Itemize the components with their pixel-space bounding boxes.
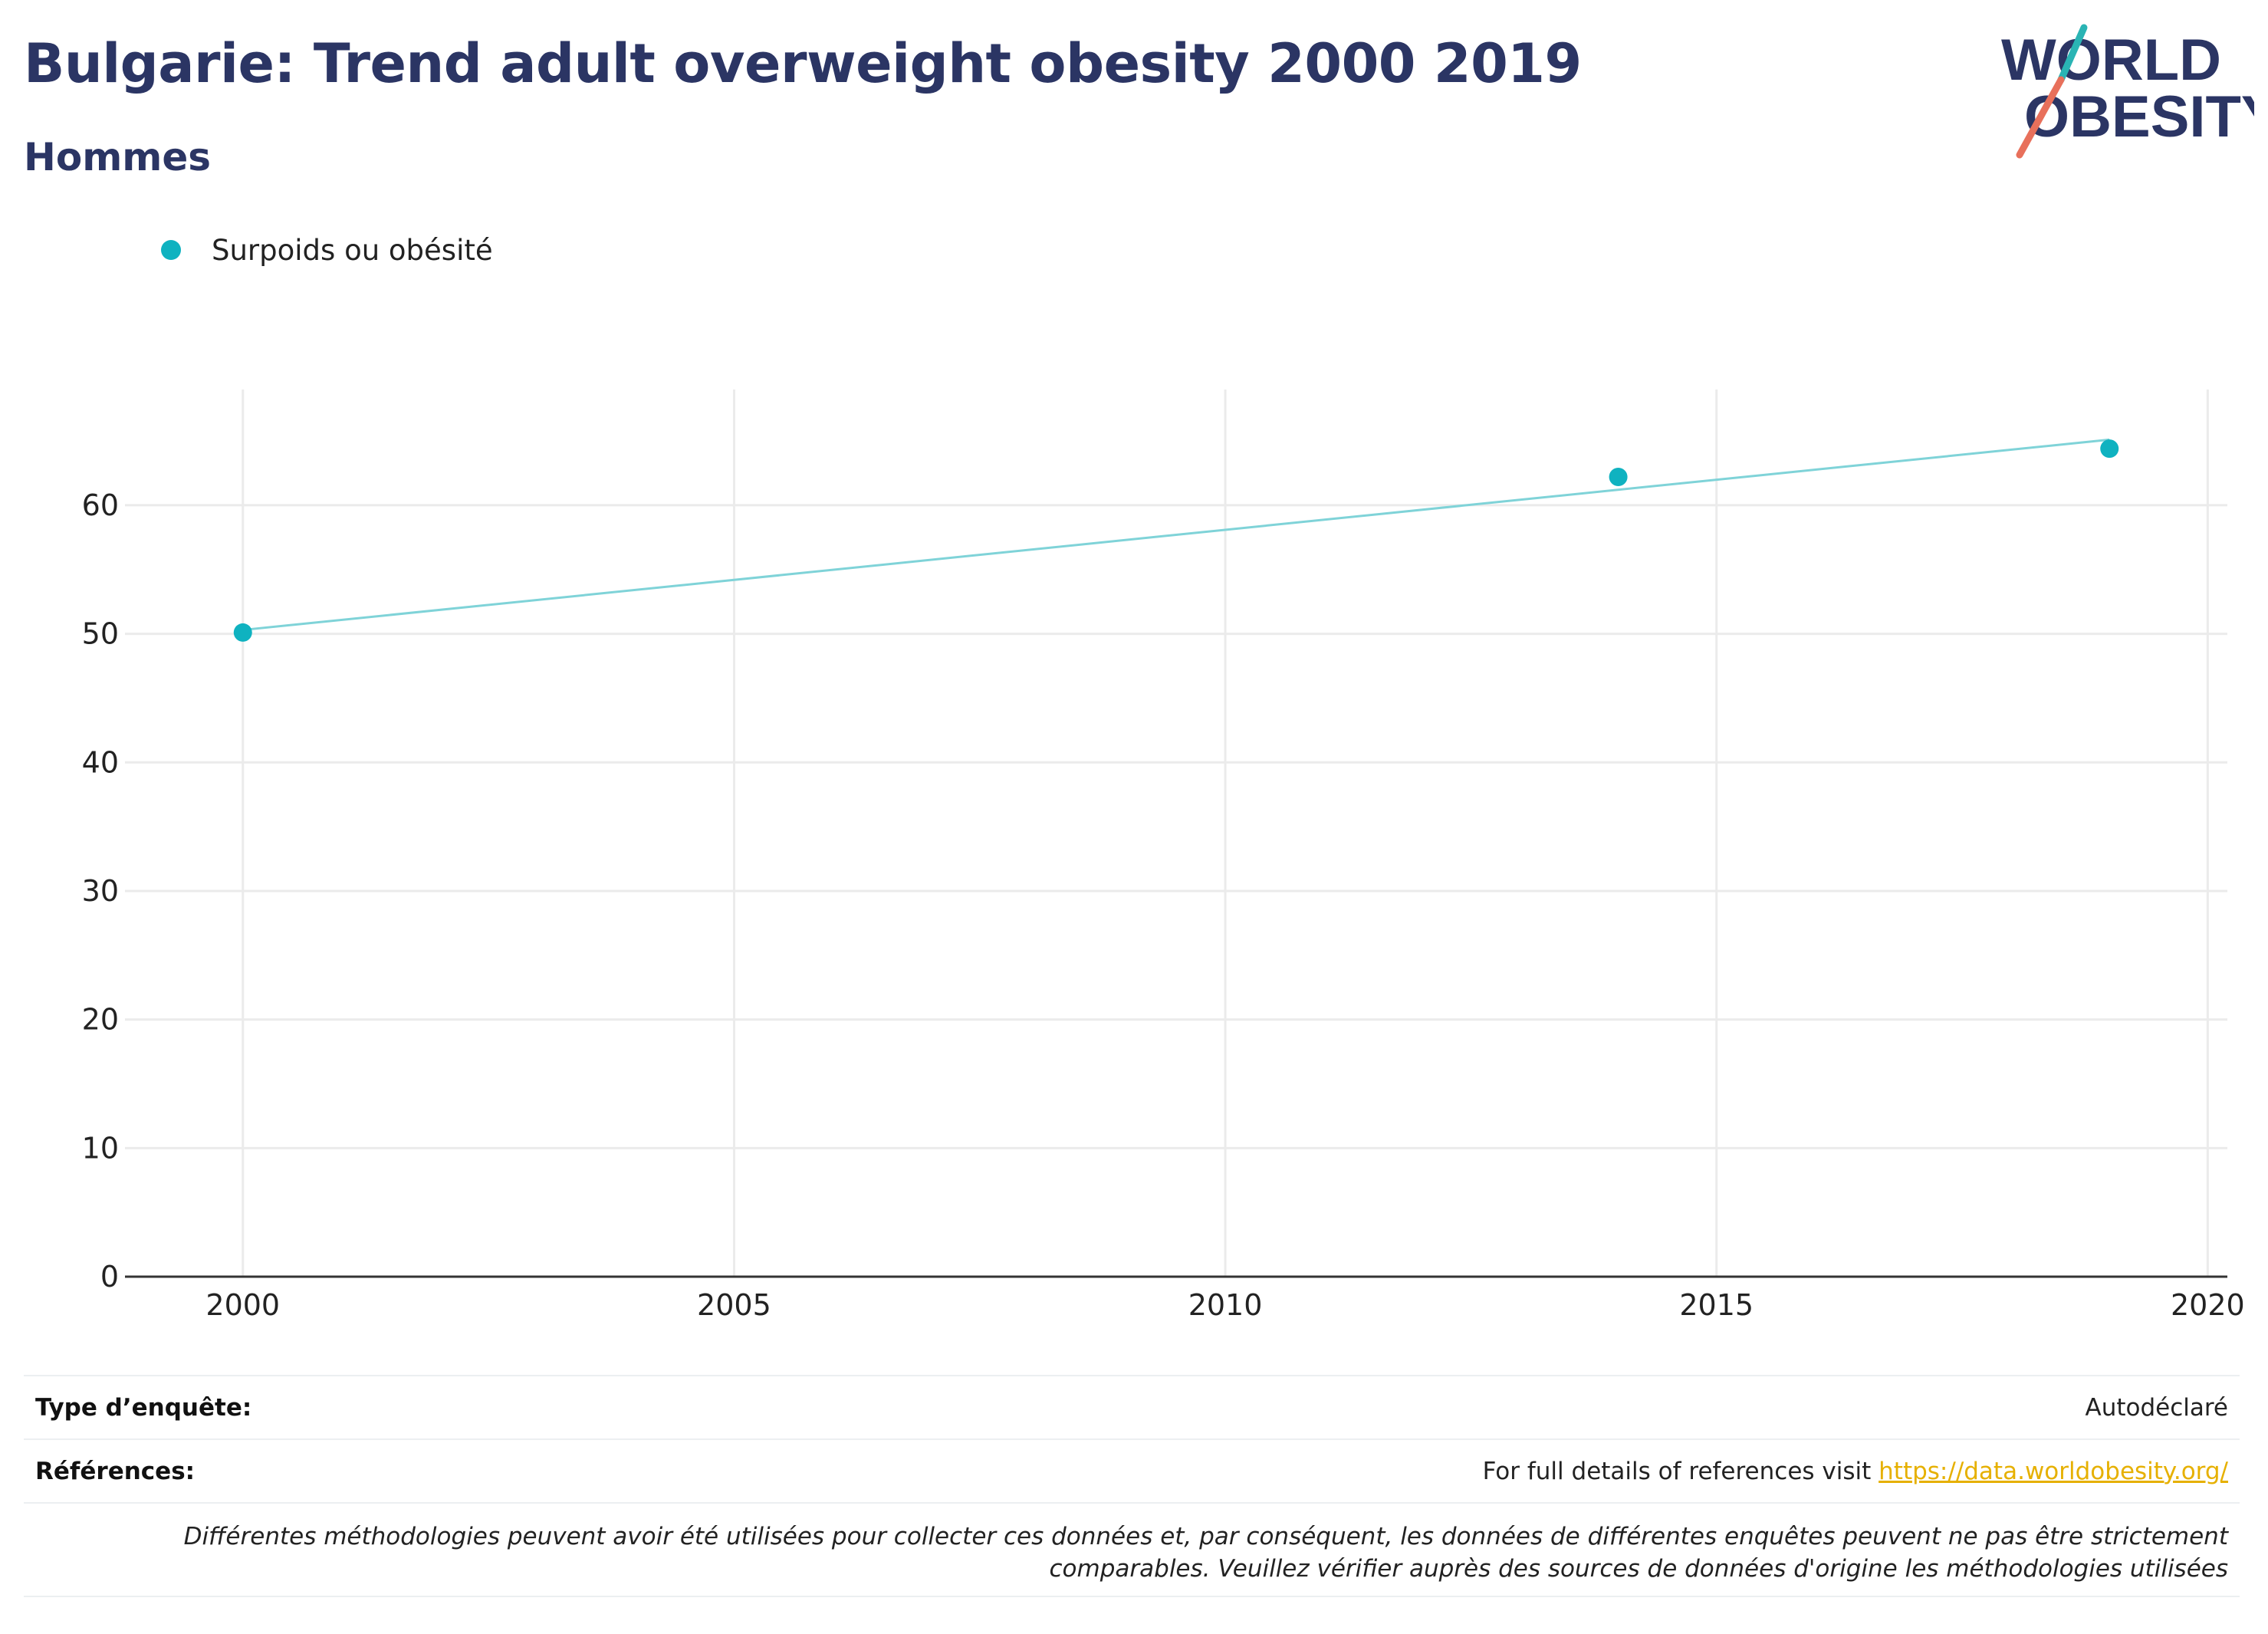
logo-line2: OBESITY: [2024, 84, 2254, 150]
page-subtitle: Hommes: [24, 135, 212, 179]
data-point: [2100, 439, 2119, 459]
references-label: Références:: [35, 1457, 196, 1485]
y-tick-label: 0: [100, 1260, 119, 1294]
x-tick-label: 2005: [697, 1288, 771, 1322]
y-tick-label: 20: [82, 1003, 119, 1037]
y-axis-ticks: 0 10 20 30 40 50 60: [82, 488, 119, 1294]
survey-type-row: Type d’enquête: Autodéclaré: [24, 1375, 2240, 1438]
x-tick-label: 2000: [205, 1288, 280, 1322]
world-obesity-logo: WORLD OBESITY: [2001, 24, 2254, 159]
trendline: [242, 438, 2110, 632]
logo-line1: WORLD: [2001, 28, 2221, 93]
survey-type-value: Autodéclaré: [2085, 1393, 2228, 1422]
legend-label: Surpoids ou obésité: [212, 233, 493, 267]
data-points: [233, 439, 2119, 642]
y-tick-label: 50: [82, 617, 119, 651]
x-tick-label: 2020: [2171, 1288, 2245, 1322]
page-title: Bulgarie: Trend adult overweight obesity…: [24, 32, 1582, 95]
trendline-group: [242, 438, 2110, 632]
methodology-note: Différentes méthodologies peuvent avoir …: [24, 1502, 2240, 1597]
data-point: [233, 623, 252, 642]
references-link[interactable]: https://data.worldobesity.org/: [1878, 1457, 2228, 1485]
y-tick-label: 30: [82, 874, 119, 908]
legend-marker-icon: [161, 240, 181, 260]
y-tick-label: 40: [82, 745, 119, 779]
survey-type-label: Type d’enquête:: [35, 1393, 252, 1422]
chart-legend: Surpoids ou obésité: [161, 230, 493, 270]
logo-slash-red: [2016, 76, 2065, 159]
logo-slash-teal: [2057, 24, 2088, 84]
x-tick-label: 2015: [1679, 1288, 1754, 1322]
references-text: For full details of references visit: [1482, 1457, 1879, 1485]
x-axis-ticks: 2000 2005 2010 2015 2020: [205, 1288, 2244, 1322]
y-tick-label: 10: [82, 1131, 119, 1165]
x-tick-label: 2010: [1188, 1288, 1263, 1322]
references-value: For full details of references visit htt…: [1483, 1458, 2228, 1485]
chart-grid: [125, 390, 2227, 1277]
references-row: Références: For full details of referenc…: [24, 1438, 2240, 1502]
chart: 2000 2005 2010 2015 2020 0 10 20 30 40 50 60: [82, 390, 2245, 1322]
y-tick-label: 60: [82, 488, 119, 522]
data-point: [1609, 468, 1628, 487]
